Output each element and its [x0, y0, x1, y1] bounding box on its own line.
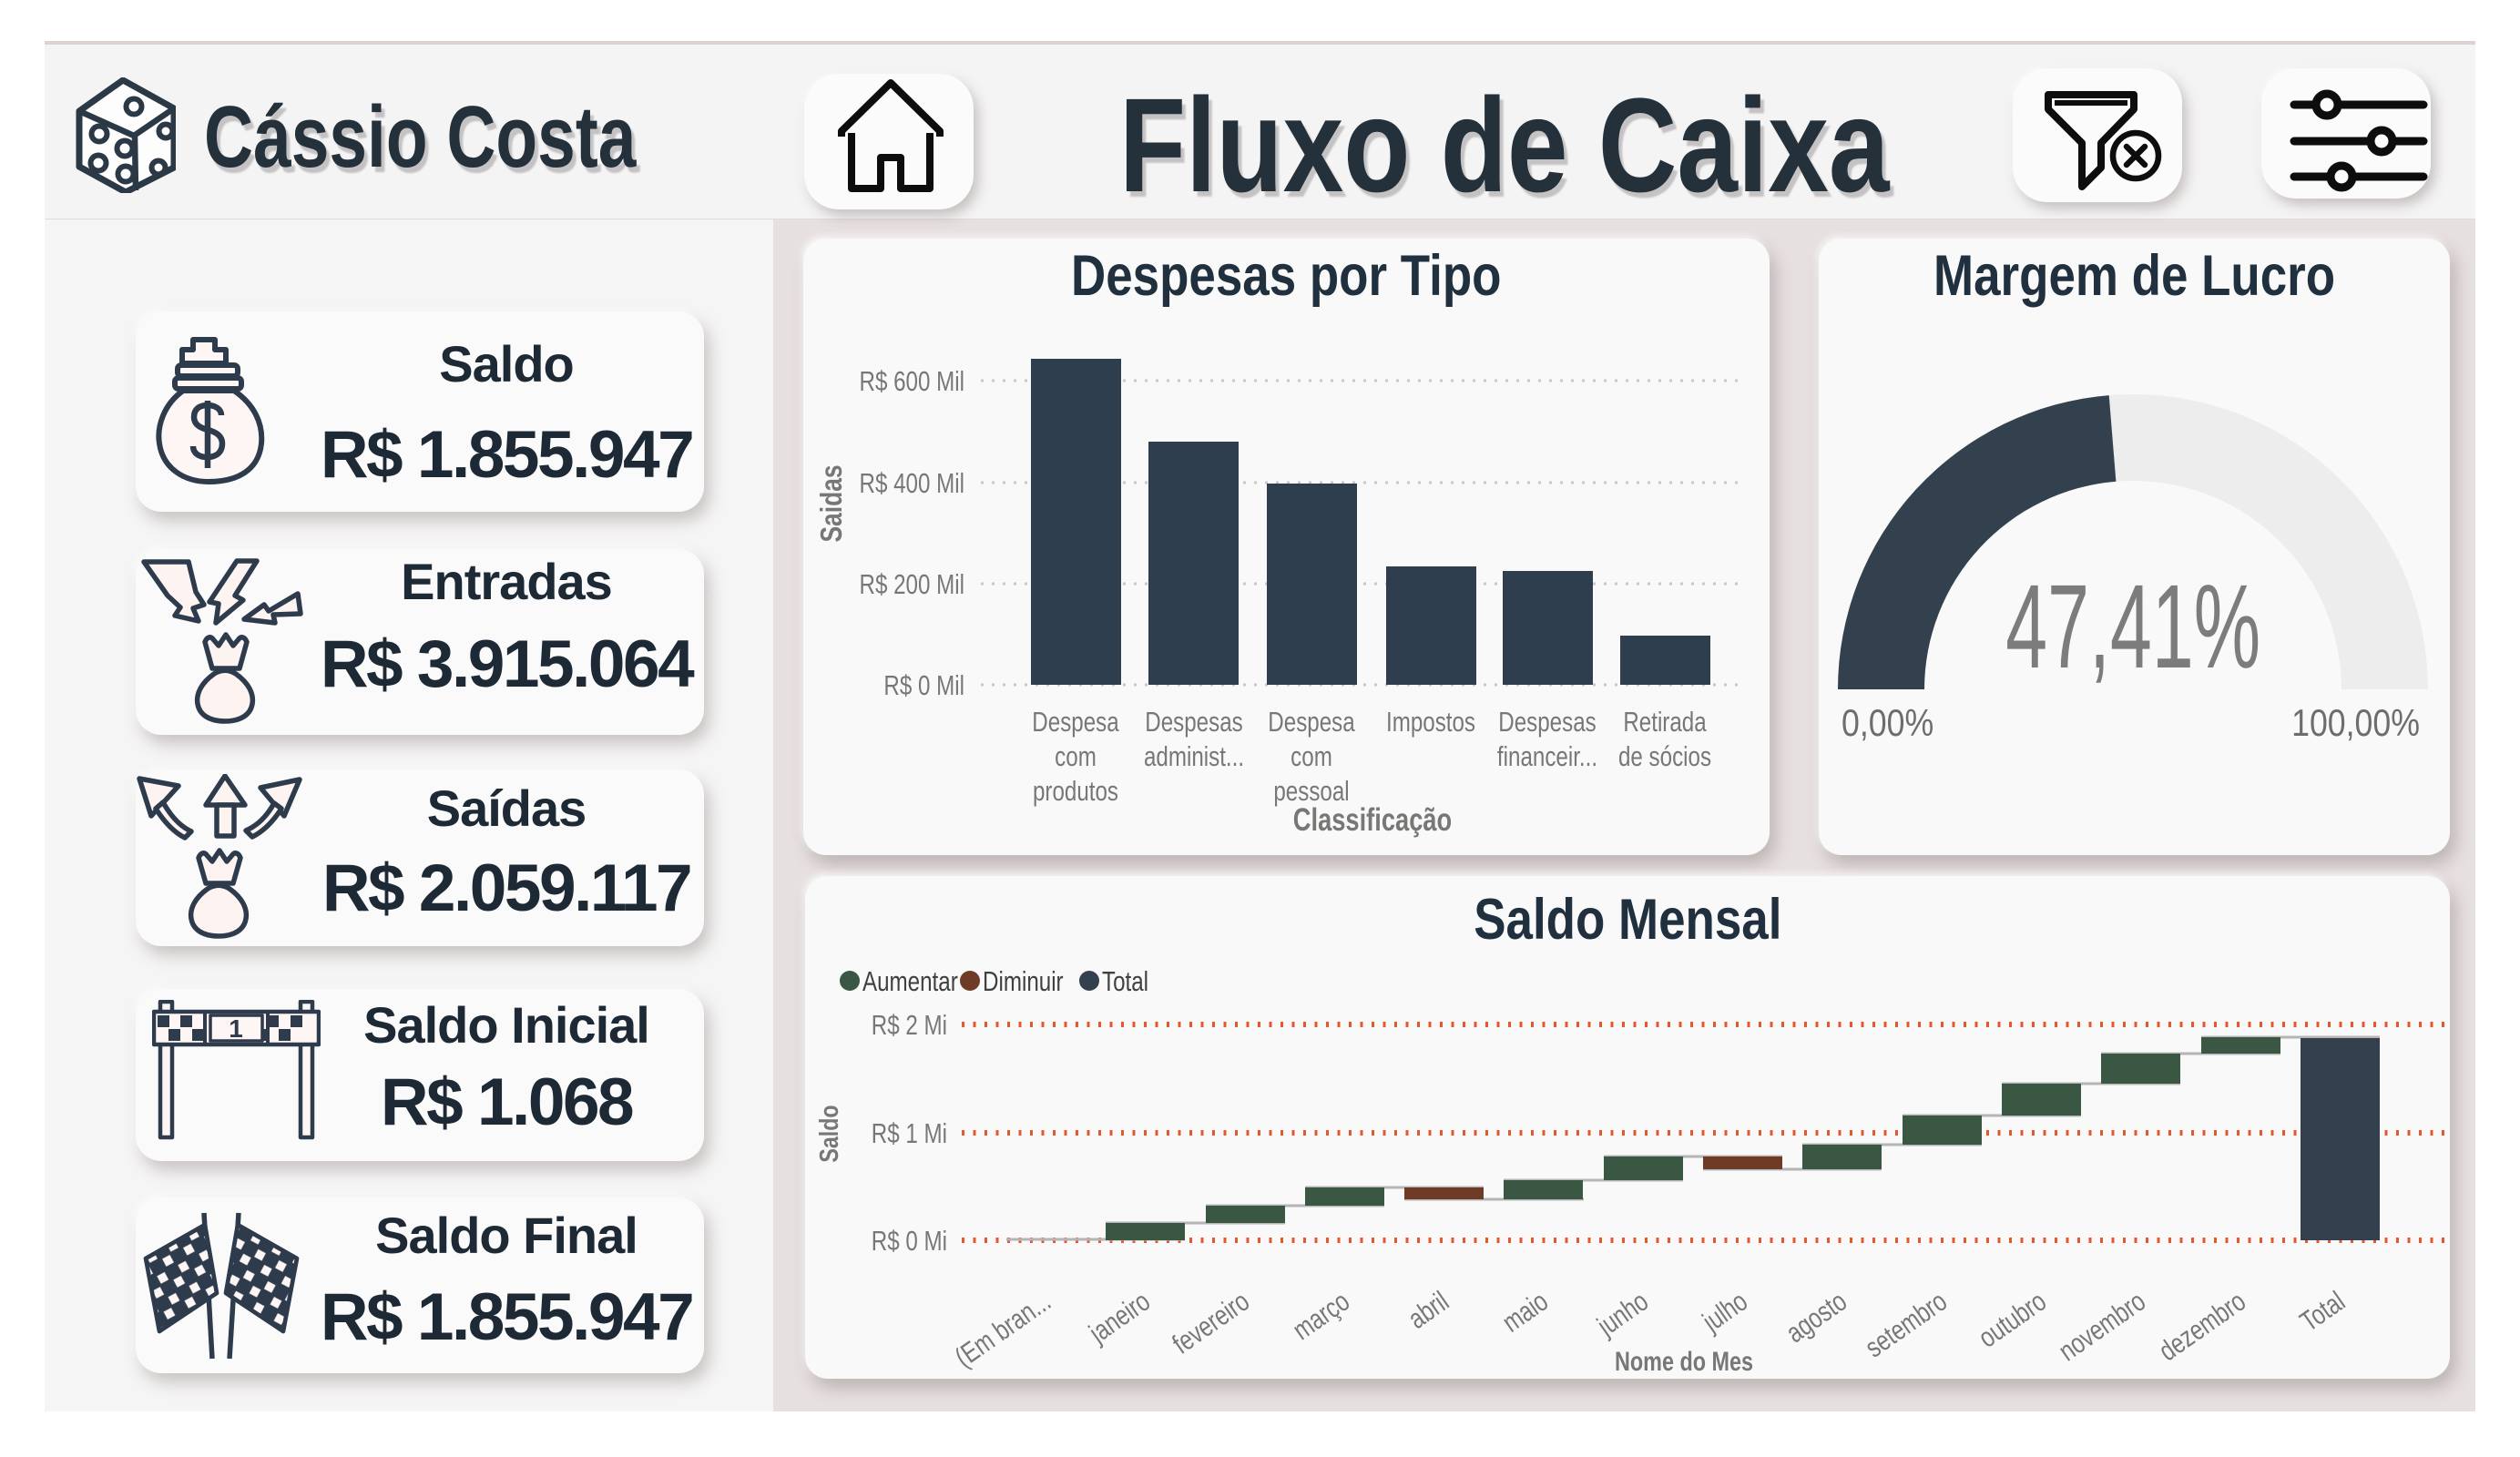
svg-text:com: com	[1291, 740, 1332, 772]
svg-text:junho: junho	[1591, 1285, 1654, 1342]
svg-text:Total: Total	[1102, 965, 1148, 997]
svg-text:Despesas: Despesas	[1145, 706, 1242, 738]
svg-text:R$ 600 Mil: R$ 600 Mil	[859, 365, 964, 397]
svg-text:R$ 0 Mil: R$ 0 Mil	[883, 669, 964, 701]
svg-text:Retirada: Retirada	[1623, 706, 1707, 738]
svg-text:Despesas: Despesas	[1498, 706, 1596, 738]
svg-text:abril: abril	[1403, 1285, 1454, 1335]
svg-text:com: com	[1055, 740, 1097, 772]
svg-text:R$ 0 Mi: R$ 0 Mi	[872, 1225, 947, 1257]
svg-text:R$ 1 Mi: R$ 1 Mi	[872, 1117, 947, 1149]
svg-text:março: março	[1287, 1285, 1355, 1346]
svg-text:janeiro: janeiro	[1083, 1285, 1156, 1349]
svg-text:Despesa: Despesa	[1268, 706, 1355, 738]
svg-text:Nome do Mes: Nome do Mes	[1615, 1346, 1753, 1376]
svg-text:pessoal: pessoal	[1273, 775, 1349, 807]
svg-text:Impostos: Impostos	[1386, 706, 1475, 738]
svg-text:Diminuir: Diminuir	[983, 965, 1064, 997]
svg-text:julho: julho	[1696, 1285, 1752, 1338]
svg-text:produtos: produtos	[1033, 775, 1118, 807]
svg-text:agosto: agosto	[1780, 1285, 1852, 1349]
svg-text:1: 1	[229, 1014, 243, 1043]
svg-text:Aumentar: Aumentar	[862, 965, 958, 997]
svg-text:maio: maio	[1496, 1285, 1554, 1338]
svg-text:R$ 2 Mi: R$ 2 Mi	[872, 1009, 947, 1041]
svg-text:Total: Total	[2294, 1285, 2351, 1338]
svg-text:setembro: setembro	[1859, 1285, 1952, 1363]
svg-text:R$ 400 Mil: R$ 400 Mil	[859, 467, 964, 499]
svg-text:R$ 200 Mil: R$ 200 Mil	[859, 568, 964, 600]
svg-text:100,00%: 100,00%	[2291, 702, 2420, 744]
svg-text:novembro: novembro	[2053, 1285, 2151, 1367]
svg-text:Classificação: Classificação	[1293, 802, 1452, 838]
svg-text:Saldo: Saldo	[813, 1105, 843, 1162]
svg-text:de sócios: de sócios	[1618, 740, 1711, 772]
svg-text:Saidas: Saidas	[815, 464, 848, 542]
svg-text:dezembro: dezembro	[2153, 1285, 2251, 1367]
svg-text:Despesa: Despesa	[1032, 706, 1119, 738]
svg-text:financeir...: financeir...	[1497, 740, 1597, 772]
svg-text:fevereiro: fevereiro	[1167, 1285, 1255, 1360]
svg-text:0,00%: 0,00%	[1842, 702, 1933, 744]
svg-text:administ...: administ...	[1144, 740, 1244, 772]
svg-text:(Em bran...: (Em bran...	[949, 1285, 1056, 1373]
svg-text:outubro: outubro	[1973, 1285, 2052, 1353]
